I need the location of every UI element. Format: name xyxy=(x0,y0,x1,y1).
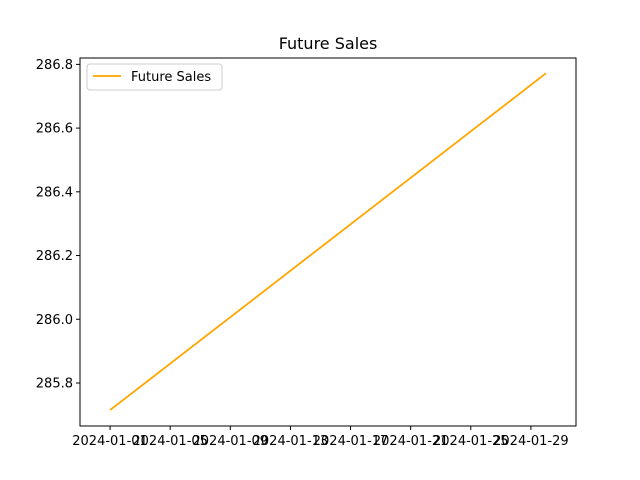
y-tick-label-4: 286.6 xyxy=(36,122,73,137)
x-tick-label-4: 2024-01-17 xyxy=(313,434,389,449)
y-tick-label-2: 286.2 xyxy=(36,249,73,264)
x-tick-label-1: 2024-01-05 xyxy=(132,434,208,449)
x-tick-label-5: 2024-01-21 xyxy=(373,434,449,449)
y-tick-label-0: 285.8 xyxy=(36,376,73,391)
chart-title: Future Sales xyxy=(279,34,378,53)
x-tick-label-7: 2024-01-29 xyxy=(493,434,569,449)
legend: Future Sales xyxy=(86,63,223,91)
y-tick-label-5: 286.8 xyxy=(36,58,73,73)
x-tick-label-2: 2024-01-09 xyxy=(193,434,269,449)
plot-area: 2024-01-012024-01-052024-01-092024-01-13… xyxy=(36,57,577,449)
x-tick-label-3: 2024-01-13 xyxy=(253,434,329,449)
y-tick-label-3: 286.4 xyxy=(36,185,73,200)
axes-frame xyxy=(79,57,577,427)
series-line-0 xyxy=(109,72,547,411)
legend-box xyxy=(86,63,223,91)
x-tick-label-0: 2024-01-01 xyxy=(72,434,148,449)
y-tick-label-1: 286.0 xyxy=(36,313,73,328)
legend-label: Future Sales xyxy=(131,70,211,85)
x-tick-label-6: 2024-01-25 xyxy=(433,434,509,449)
